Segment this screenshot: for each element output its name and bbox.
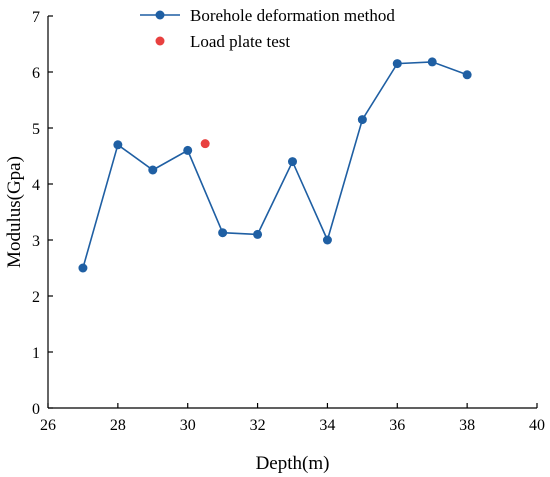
data-point bbox=[392, 59, 402, 69]
y-tick-label: 2 bbox=[32, 289, 40, 306]
x-axis-title: Depth(m) bbox=[256, 453, 330, 474]
legend-label: Load plate test bbox=[190, 32, 290, 51]
series-line bbox=[82, 61, 468, 269]
y-tick-label: 4 bbox=[32, 177, 40, 194]
series-0 bbox=[78, 57, 472, 273]
x-tick-label: 30 bbox=[180, 417, 196, 434]
y-axis-title: Modulus(Gpa) bbox=[4, 156, 25, 268]
data-point bbox=[427, 57, 437, 67]
data-point bbox=[253, 229, 263, 239]
data-point bbox=[78, 263, 88, 273]
legend-marker bbox=[155, 36, 165, 46]
x-tick-label: 26 bbox=[40, 417, 56, 434]
data-point bbox=[288, 157, 297, 167]
x-tick-label: 40 bbox=[529, 417, 545, 434]
x-tick-label: 38 bbox=[459, 417, 475, 434]
x-tick-label: 34 bbox=[319, 417, 335, 434]
y-tick-label: 7 bbox=[32, 9, 40, 26]
data-point bbox=[322, 235, 332, 245]
y-tick-label: 5 bbox=[32, 121, 40, 138]
y-tick-label: 1 bbox=[32, 345, 40, 362]
legend-entry: Borehole deformation method bbox=[140, 6, 395, 25]
x-tick-label: 32 bbox=[250, 417, 266, 434]
data-point bbox=[183, 145, 193, 155]
data-point bbox=[113, 140, 123, 150]
data-point bbox=[200, 139, 210, 149]
series-1 bbox=[200, 139, 210, 149]
series-layer bbox=[78, 57, 472, 273]
y-tick-label: 0 bbox=[32, 401, 40, 418]
x-tick-label: 36 bbox=[389, 417, 405, 434]
y-tick-label: 3 bbox=[32, 233, 40, 250]
data-point bbox=[148, 165, 158, 175]
x-tick-label: 28 bbox=[110, 417, 126, 434]
data-point bbox=[357, 115, 367, 125]
data-point bbox=[462, 70, 472, 80]
legend: Borehole deformation method Load plate te… bbox=[140, 6, 395, 51]
data-point bbox=[218, 228, 228, 238]
legend-marker bbox=[155, 10, 165, 20]
legend-entry: Load plate test bbox=[155, 32, 290, 51]
legend-label: Borehole deformation method bbox=[190, 6, 395, 25]
y-tick-label: 6 bbox=[32, 65, 40, 82]
